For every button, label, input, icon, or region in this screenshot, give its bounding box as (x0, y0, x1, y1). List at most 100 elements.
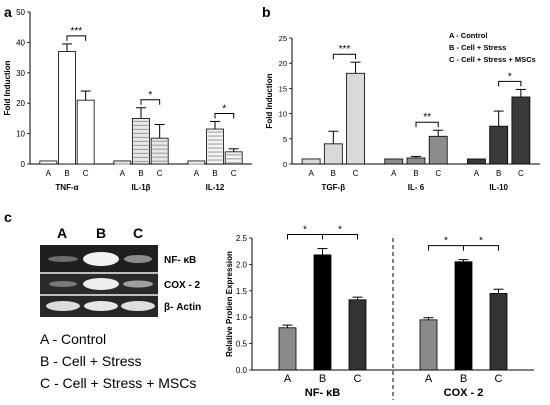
significance-label: * (479, 236, 483, 247)
bar-label: A (46, 169, 52, 178)
bar-label: C (495, 373, 503, 385)
y-tick-label: 50 (16, 8, 25, 17)
bar-label: A (194, 169, 200, 178)
legend-c-item-c: C - Cell + Stress + MSCs (40, 375, 196, 391)
category-label: IL- 6 (408, 183, 425, 192)
y-tick-label: 20 (16, 99, 25, 108)
significance-bracket (140, 99, 161, 105)
legend-c-item-b: B - Cell + Stress (40, 353, 142, 369)
y-tick-label: 2.5 (236, 234, 248, 243)
blot-band (49, 281, 77, 287)
significance-label: * (222, 103, 226, 114)
y-tick-label: 5 (283, 135, 287, 144)
y-tick-label: 1.0 (236, 313, 248, 322)
bar (224, 151, 243, 165)
bar (150, 137, 169, 165)
category-label: TGF-β (322, 183, 346, 192)
blot-band-label-cox2: COX - 2 (164, 280, 201, 291)
blot-band (83, 278, 119, 290)
blot-band (48, 256, 78, 262)
significance-bracket (332, 53, 357, 60)
significance-bracket (66, 35, 87, 41)
significance-label: * (444, 236, 448, 247)
category-label: IL-10 (489, 183, 508, 192)
blot-band (124, 255, 152, 263)
y-tick-label: 10 (279, 110, 287, 119)
y-axis-label: Fold Induction (265, 73, 274, 128)
legend-b-item-b: B - Cell + Stress (449, 43, 506, 52)
bar (301, 158, 321, 165)
bar-label: B (460, 373, 467, 385)
blot-band-label-actin: β- Actin (164, 302, 201, 313)
bar (323, 143, 343, 165)
bar (406, 157, 426, 165)
bar (346, 72, 365, 165)
significance-label: ** (423, 112, 431, 123)
bar-label: B (413, 169, 418, 178)
blot-band (46, 301, 80, 311)
bar-label: C (83, 169, 89, 178)
y-axis-label: Relative Protien Expression (225, 251, 234, 357)
y-tick-label: 10 (16, 130, 25, 139)
significance-label: * (303, 225, 307, 236)
bar-label: A (425, 373, 433, 385)
y-tick-label: 1.5 (236, 287, 248, 296)
bar-label: B (64, 169, 69, 178)
category-label: IL-1β (131, 183, 150, 192)
y-tick-label: 20 (279, 59, 287, 68)
bar-label: C (354, 373, 362, 385)
blot-lane-label-c: C (133, 225, 143, 241)
bar (419, 319, 438, 371)
bar-label: B (138, 169, 143, 178)
blot-band (121, 301, 155, 311)
bar (428, 135, 448, 165)
bar (467, 158, 486, 165)
bar (489, 125, 509, 165)
bar-label: A (120, 169, 126, 178)
bar-label: B (496, 169, 501, 178)
significance-label: * (508, 71, 512, 82)
significance-bracket (415, 121, 439, 128)
significance-bracket (498, 80, 522, 87)
bar (58, 51, 76, 165)
y-tick-label: 0 (283, 160, 287, 169)
bar-label: B (319, 373, 326, 385)
y-tick-label: 2.0 (236, 260, 248, 269)
panel-label-a: a (4, 4, 12, 20)
bar (39, 160, 58, 165)
legend-b-item-c: C - Cell + Stress + MSCs (449, 55, 536, 64)
bar-label: C (518, 169, 524, 178)
bar-label: A (474, 169, 480, 178)
legend-b-item-a: A - Control (449, 31, 487, 40)
y-tick-label: 0 (21, 160, 26, 169)
bar-label: B (212, 169, 217, 178)
panel-label-b: b (262, 4, 271, 20)
category-label: IL-12 (206, 183, 225, 192)
western-blot: A B C NF- κB COX - 2 β- Actin (40, 225, 201, 317)
bar-label: C (435, 169, 441, 178)
bar-label: B (331, 169, 336, 178)
bar (206, 128, 224, 165)
blot-lane-label-b: B (96, 225, 106, 241)
y-tick-label: 40 (16, 38, 25, 47)
bar (489, 293, 508, 371)
y-tick-label: 0.0 (236, 366, 248, 375)
y-axis-label: Fold Induction (3, 60, 12, 115)
y-tick-label: 15 (279, 84, 287, 93)
blot-band (84, 301, 118, 311)
bar-label: C (157, 169, 163, 178)
y-tick-label: 30 (16, 69, 25, 78)
bar (76, 99, 95, 165)
y-tick-label: 0.5 (236, 340, 248, 349)
significance-label: * (148, 90, 152, 101)
significance-bracket (214, 112, 235, 119)
bar-label: A (391, 169, 397, 178)
panel-label-c: c (4, 209, 12, 225)
bar (384, 158, 404, 165)
blot-lane-label-a: A (57, 225, 67, 241)
category-label: COX - 2 (444, 387, 484, 399)
blot-band-label-nfkb: NF- κB (164, 255, 196, 266)
